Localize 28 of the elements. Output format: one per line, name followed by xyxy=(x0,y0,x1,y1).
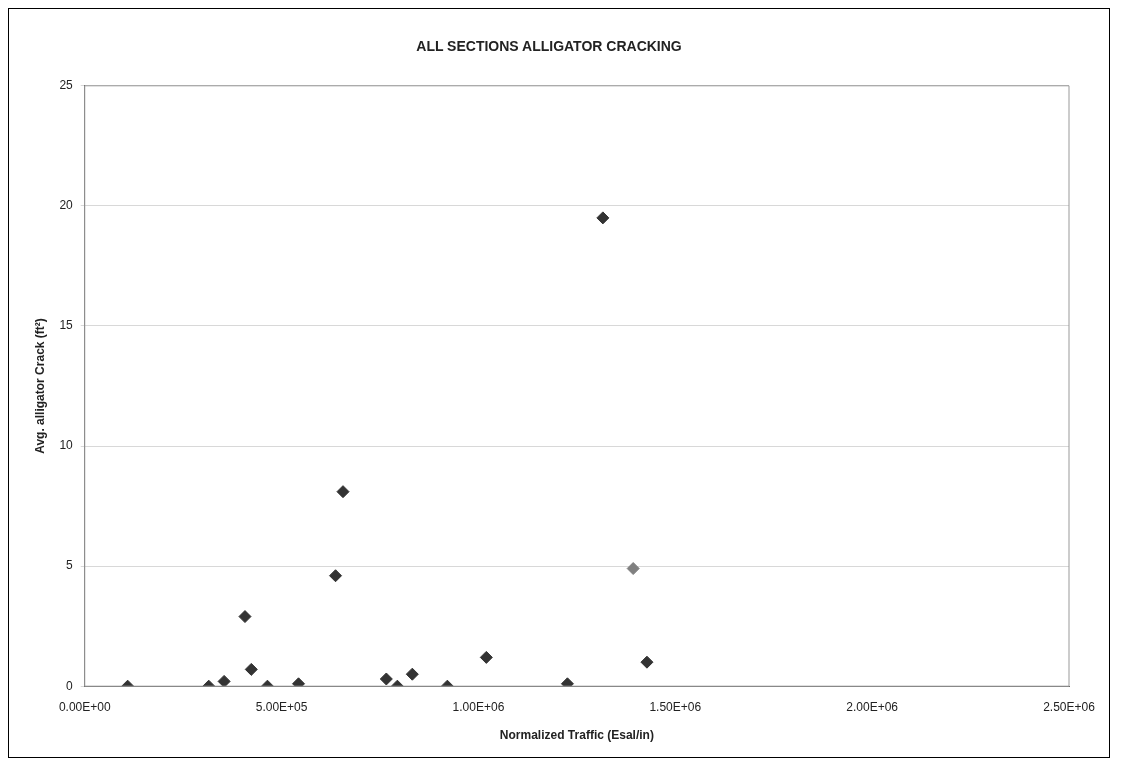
y-tick-label: 25 xyxy=(59,78,74,93)
y-tick-label: 10 xyxy=(59,438,74,453)
x-tick-label: 5.00E+05 xyxy=(255,699,308,714)
x-tick-label: 1.00E+06 xyxy=(452,699,505,714)
x-axis-title: Normalized Traffic (Esal/in) xyxy=(499,728,654,743)
point xyxy=(626,562,640,576)
y-axis-title: Avg. alligator Crack (ft²) xyxy=(32,318,47,454)
x-tick-label: 1.50E+06 xyxy=(649,699,702,714)
point xyxy=(640,655,654,669)
x-tick-label: 2.00E+06 xyxy=(846,699,899,714)
point xyxy=(217,674,231,687)
point xyxy=(596,211,610,225)
x-tick-label: 0.00E+00 xyxy=(58,699,111,714)
point xyxy=(405,667,419,681)
point xyxy=(336,485,350,499)
chart-title: ALL SECTIONS ALLIGATOR CRACKING xyxy=(416,38,682,55)
point xyxy=(238,610,252,624)
y-tick-label: 0 xyxy=(66,678,74,693)
point xyxy=(244,662,258,676)
x-tick-label: 2.50E+06 xyxy=(1043,699,1096,714)
point xyxy=(329,569,343,583)
point xyxy=(479,650,493,664)
point xyxy=(560,677,574,687)
y-tick-label: 15 xyxy=(59,318,74,333)
y-tick-label: 5 xyxy=(66,558,74,573)
point xyxy=(379,672,393,686)
y-tick-label: 20 xyxy=(59,198,74,213)
point xyxy=(292,677,306,687)
